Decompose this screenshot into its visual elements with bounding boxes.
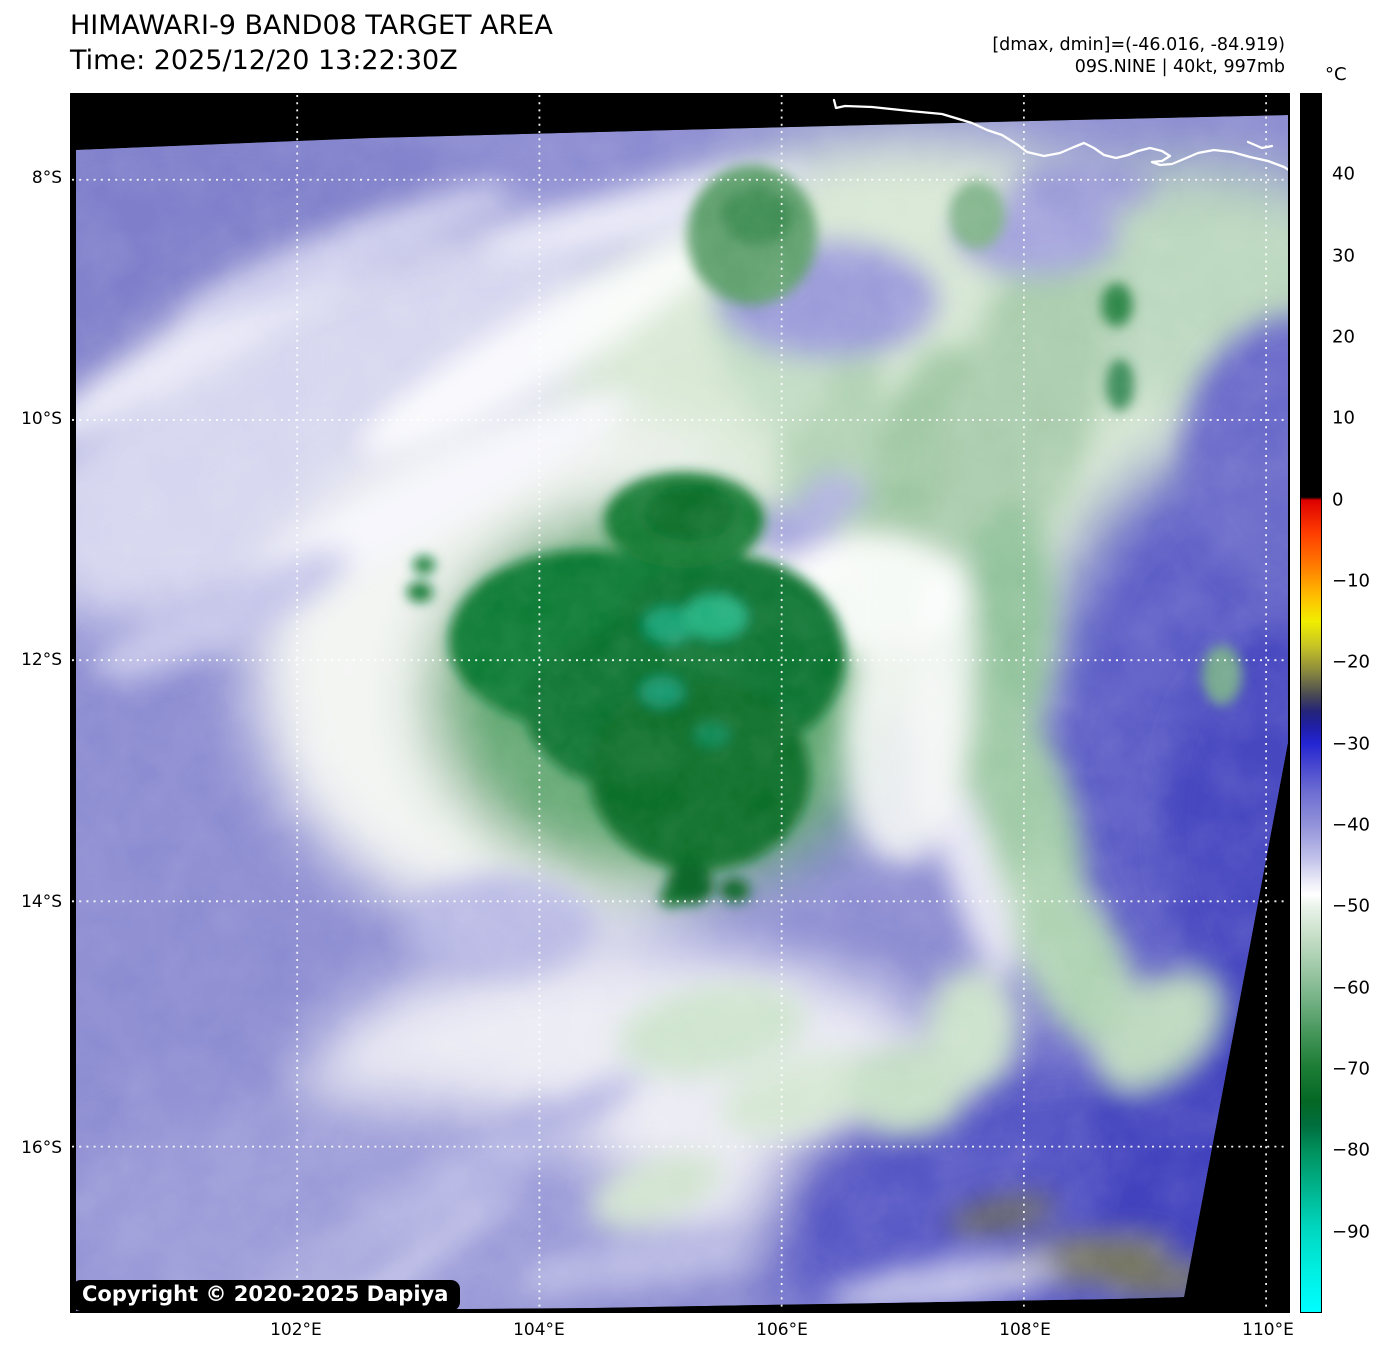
lon-tick-label: 102°E [270, 1320, 322, 1340]
lat-tick-label: 10°S [21, 408, 62, 429]
lat-tick-label: 12°S [21, 650, 62, 671]
colorbar-tick-labels: 40 30 20 10 0 −10 −20 −30 −40 −50 −60 −70 −80 −90 [1332, 93, 1386, 1313]
lon-tick-label: 106°E [756, 1320, 808, 1340]
colorbar-tick-label: 40 [1332, 163, 1355, 185]
lon-tick-label: 110°E [1242, 1320, 1294, 1340]
lon-axis: 102°E 104°E 106°E 108°E 110°E [70, 1320, 1294, 1344]
colorbar-tick-label: −20 [1332, 651, 1370, 673]
colorbar-unit-label: °C [1325, 64, 1347, 85]
header: HIMAWARI-9 BAND08 TARGET AREA Time: 2025… [70, 8, 553, 78]
colorbar-tick-label: 10 [1332, 407, 1355, 429]
lat-axis: 8°S 10°S 12°S 14°S 16°S [0, 93, 62, 1313]
colorbar-tick-label: 30 [1332, 245, 1355, 267]
lon-tick-label: 104°E [513, 1320, 565, 1340]
timestamp: Time: 2025/12/20 13:22:30Z [70, 45, 458, 76]
lat-tick-label: 14°S [21, 891, 62, 912]
colorbar-tick-label: −40 [1332, 814, 1370, 836]
colorbar-tick-label: −10 [1332, 570, 1370, 592]
colorbar-tick-label: −50 [1332, 895, 1370, 917]
lon-tick-label: 108°E [999, 1320, 1051, 1340]
lat-tick-label: 16°S [21, 1138, 62, 1159]
islet-coastline [1246, 140, 1274, 150]
map-area: Copyright © 2020-2025 Dapiya [70, 93, 1290, 1313]
storm-info-label: 09S.NINE | 40kt, 997mb [1074, 57, 1285, 77]
colorbar-tick-label: −60 [1332, 977, 1370, 999]
latlon-gridlines [72, 95, 1288, 1311]
colorbar-tick-label: −80 [1332, 1139, 1370, 1161]
page-title: HIMAWARI-9 BAND08 TARGET AREA [70, 10, 553, 41]
colorbar-tick-label: −30 [1332, 733, 1370, 755]
colorbar-tick-label: −90 [1332, 1221, 1370, 1243]
map-overlay [72, 95, 1288, 1311]
dmax-dmin-label: [dmax, dmin]=(-46.016, -84.919) [992, 35, 1285, 55]
colorbar-tick-label: −70 [1332, 1058, 1370, 1080]
annotation-block: [dmax, dmin]=(-46.016, -84.919) 09S.NINE… [992, 34, 1285, 78]
colorbar-tick-label: 0 [1332, 489, 1344, 511]
lat-tick-label: 8°S [31, 168, 62, 189]
copyright-badge: Copyright © 2020-2025 Dapiya [72, 1280, 461, 1311]
temperature-colorbar [1300, 93, 1322, 1313]
satellite-imagery [76, 115, 1288, 1311]
coastline [832, 98, 1288, 171]
colorbar-tick-label: 20 [1332, 326, 1355, 348]
